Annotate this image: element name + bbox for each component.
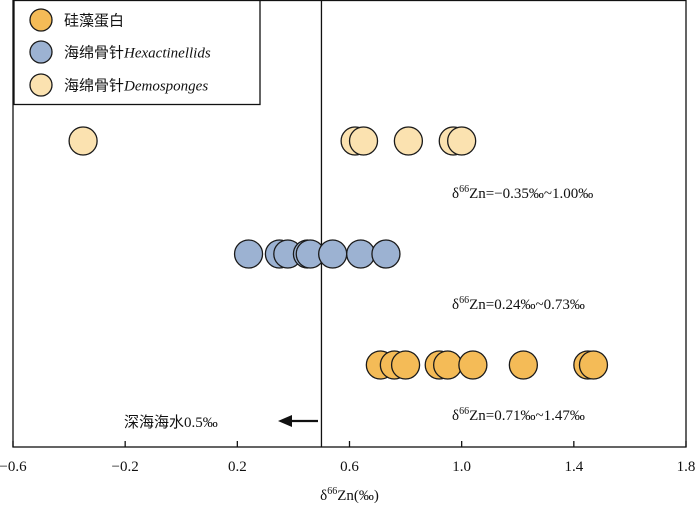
data-point: [447, 126, 477, 156]
x-axis: −0.6 −0.2 0.2 0.6 1.0 1.4 1.8 δ66Zn(‰): [0, 441, 695, 504]
range-annotation: δ66Zn=0.71‰~1.47‰: [452, 406, 585, 424]
legend-box: [13, 0, 261, 106]
data-point: [508, 350, 539, 380]
data-point: [390, 350, 421, 380]
data-point: [393, 126, 424, 156]
reference-line-group: 深海海水0.5‰: [124, 0, 323, 447]
data-point: [318, 239, 348, 269]
data-point: [578, 350, 609, 380]
legend-label: 海绵骨针Hexactinellids: [64, 45, 211, 62]
range-annotation: δ66Zn=0.24‰~0.73‰: [452, 295, 585, 313]
reference-line-label: 深海海水0.5‰: [124, 414, 218, 431]
legend-marker: [29, 40, 53, 64]
legend-item[interactable]: 硅藻蛋白: [29, 8, 124, 32]
x-tick-label: 1.8: [677, 459, 696, 475]
x-tick-label: 0.6: [340, 459, 359, 475]
points-group: [68, 126, 609, 380]
data-point: [346, 239, 376, 269]
annotations-group: δ66Zn=−0.35‰~1.00‰ δ66Zn=0.24‰~0.73‰ δ66Zn…: [452, 184, 593, 424]
x-tick-label: 0.2: [228, 459, 247, 475]
data-point: [458, 350, 488, 380]
data-point: [68, 126, 98, 156]
legend-item[interactable]: 海绵骨针Demosponges: [29, 73, 208, 97]
legend-label: 海绵骨针Demosponges: [64, 78, 208, 95]
x-tick-label: 1.4: [564, 459, 583, 475]
data-point: [371, 239, 401, 269]
data-point: [432, 350, 463, 380]
legend-label: 硅藻蛋白: [64, 13, 124, 30]
reference-arrow-head: [278, 415, 292, 427]
data-point: [233, 239, 264, 269]
range-annotation: δ66Zn=−0.35‰~1.00‰: [452, 184, 593, 202]
x-tick-label: 1.0: [452, 459, 471, 475]
data-point: [348, 126, 379, 156]
x-axis-title: δ66Zn(‰): [320, 486, 379, 504]
x-tick-label: −0.2: [112, 459, 139, 475]
legend-marker: [29, 73, 53, 97]
legend-item[interactable]: 海绵骨针Hexactinellids: [29, 40, 211, 64]
legend-marker: [29, 8, 53, 32]
x-tick-label: −0.6: [0, 459, 27, 475]
